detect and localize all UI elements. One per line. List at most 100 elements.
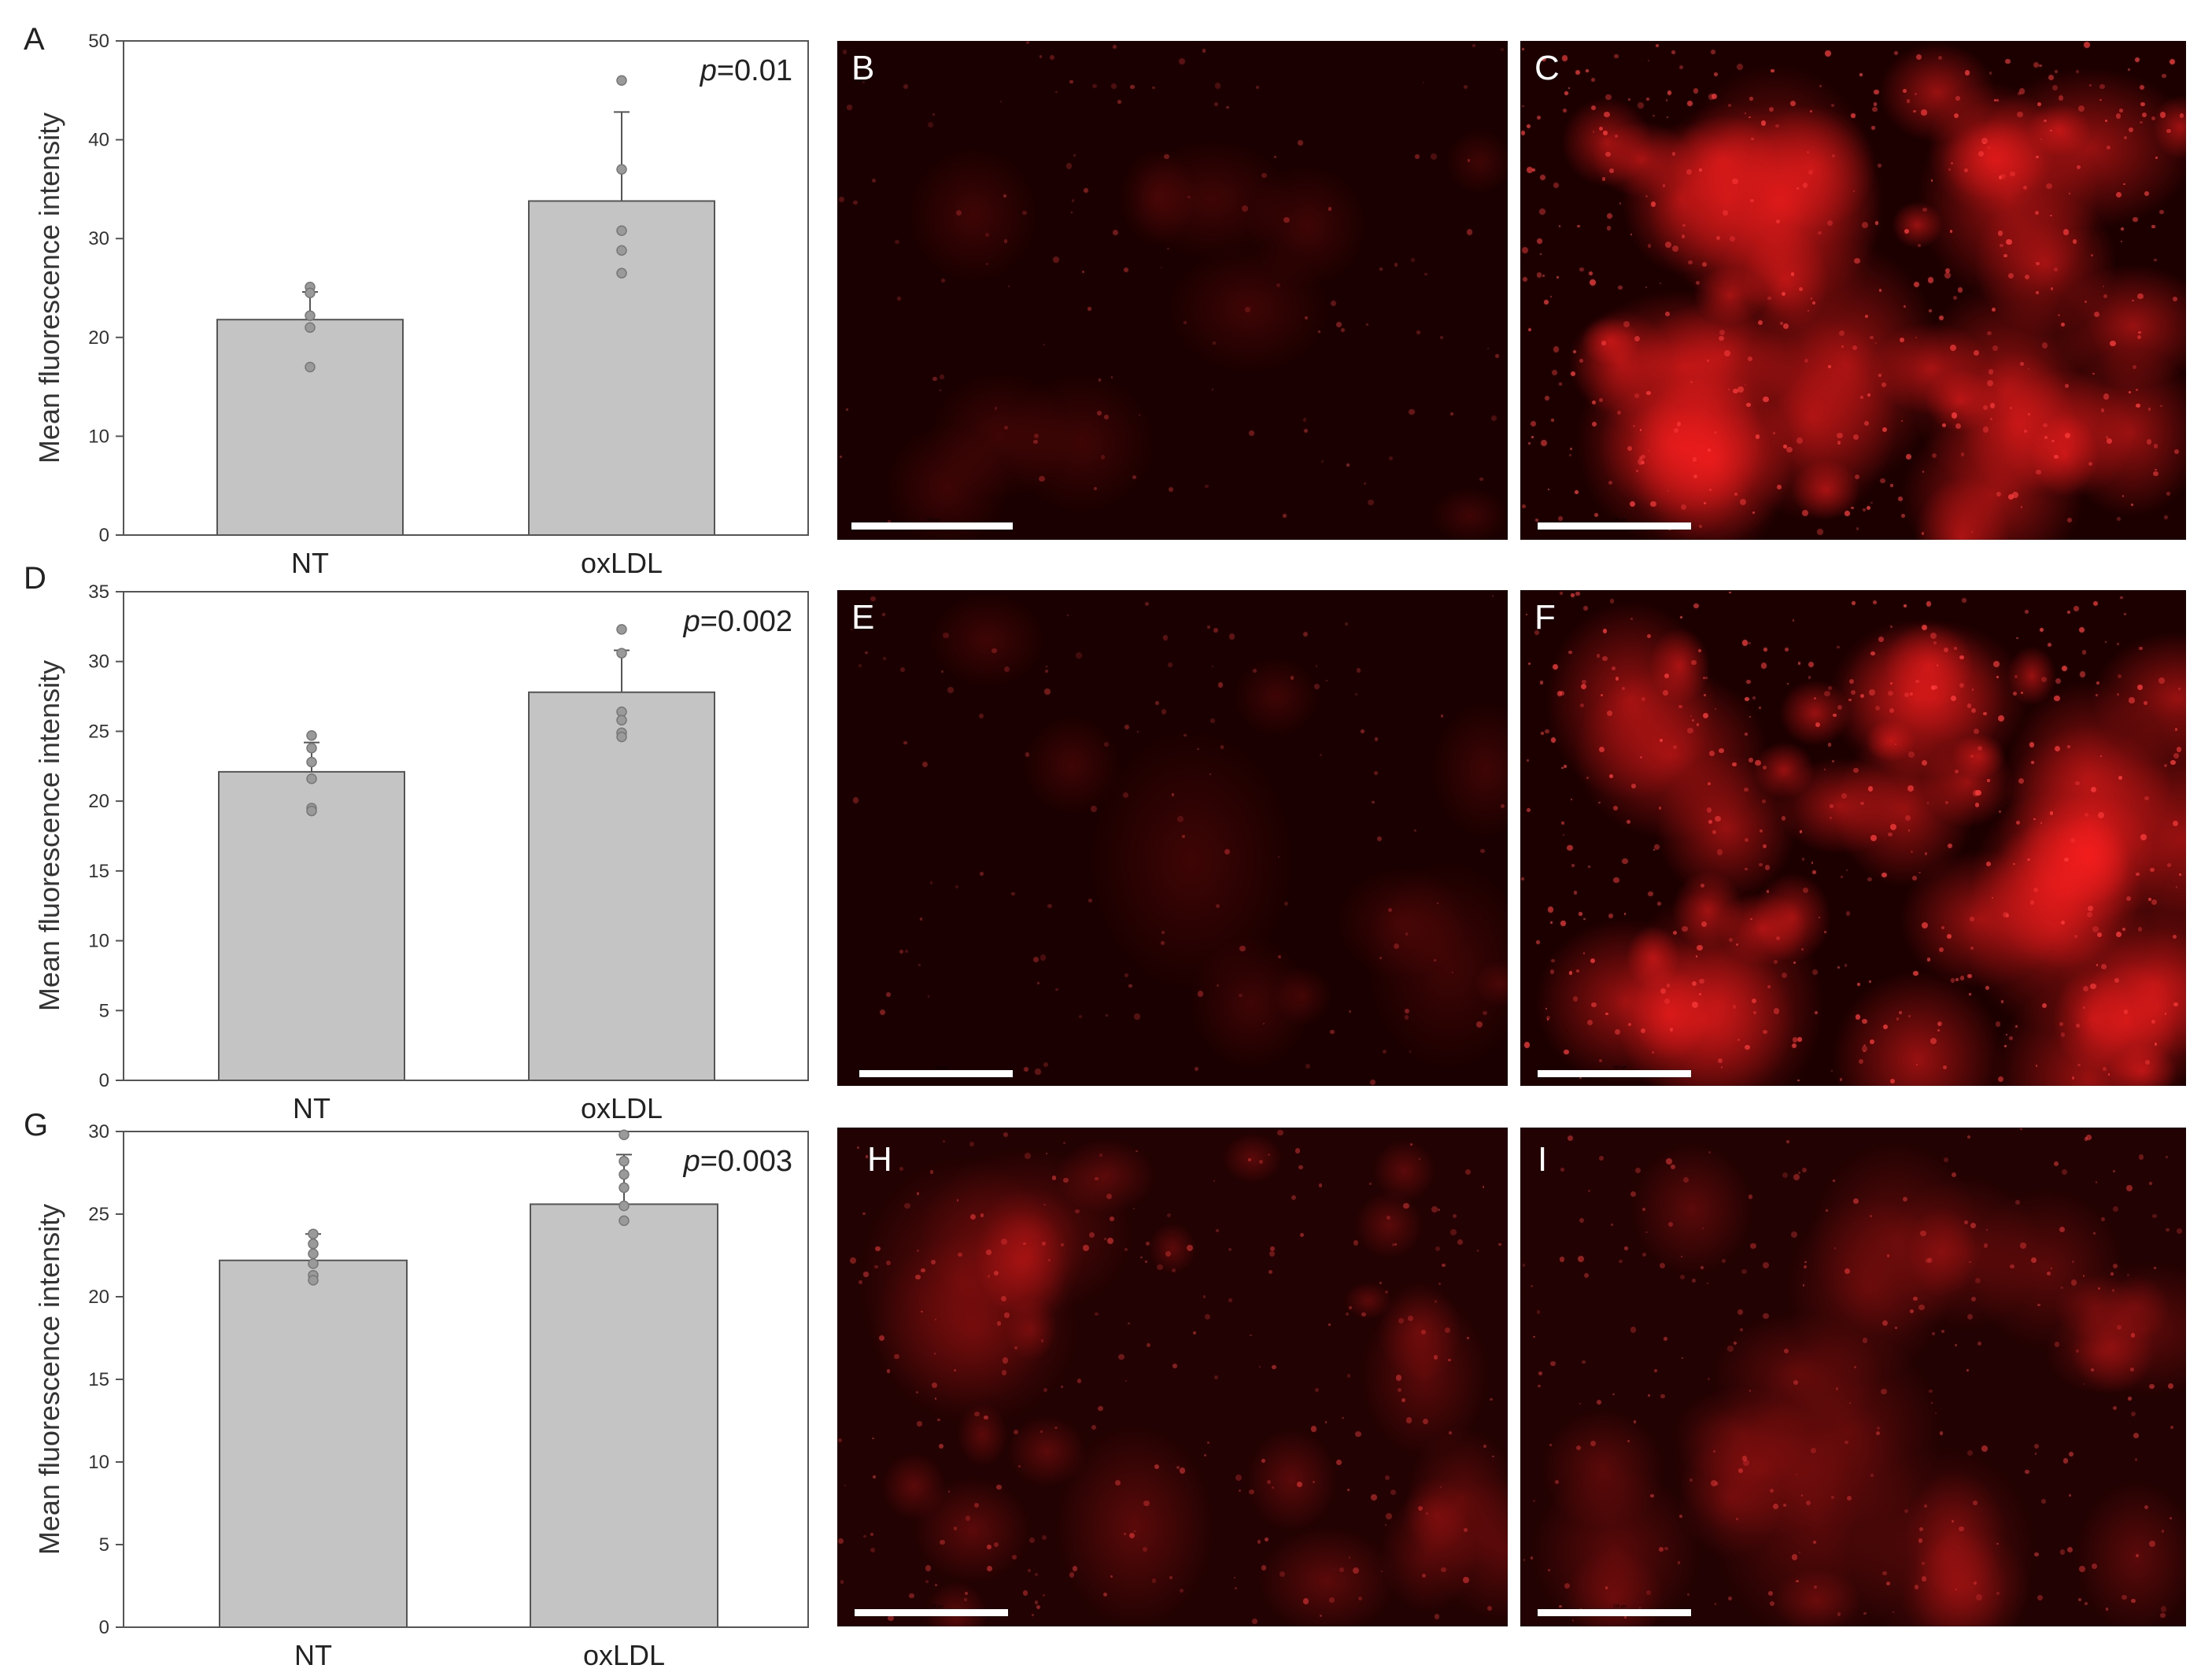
fluorescence-speck [1431,153,1437,161]
fluorescence-speck [1482,1186,1485,1188]
fluorescence-speck [1043,688,1051,696]
fluorescence-speck [2122,495,2125,497]
fluorescence-speck [2029,900,2035,905]
fluorescence-speck [1746,403,1751,408]
fluorescence-speck [2125,895,2132,901]
fluorescence-speck [2124,613,2126,615]
fluorescence-speck [2118,674,2122,679]
micrograph-i: I 100 μm [1520,1128,2186,1626]
fluorescence-speck [1166,247,1169,250]
fluorescence-speck [1467,159,1471,162]
fluorescence-speck [1671,1165,1676,1169]
fluorescence-speck [969,1142,974,1146]
fluorescence-speck [2153,1266,2156,1269]
fluorescence-speck [1000,1295,1006,1302]
data-point [308,1228,319,1239]
fluorescence-speck [1873,102,1878,107]
fluorescence-speck [1933,641,1937,645]
fluorescence-speck [1438,1283,1441,1285]
fluorescence-speck [1167,1213,1171,1217]
fluorescence-speck [1639,429,1642,432]
fluorescence-speck [1522,247,1528,254]
fluorescence-speck [1033,440,1038,445]
fluorescence-speck [1678,1561,1681,1564]
fluorescence-speck [2125,1184,2133,1191]
fluorescence-speck [1425,1512,1428,1515]
fluorescence-speck [1522,105,1524,107]
fluorescence-speck [1970,754,1974,759]
fluorescence-speck [1558,382,1562,386]
fluorescence-speck [899,950,904,954]
fluorescence-speck [2155,157,2158,160]
fluorescence-speck [1645,286,1647,289]
fluorescence-speck [1314,684,1320,690]
fluorescence-speck [2122,927,2125,931]
data-point [305,310,316,321]
fluorescence-speck [978,714,984,719]
fluorescence-speck [1700,1265,1704,1269]
fluorescence-speck [1235,1587,1238,1589]
fluorescence-speck [1983,711,1987,715]
fluorescence-speck [2120,596,2123,600]
fluorescence-speck [1228,633,1235,640]
fluorescence-speck [1955,978,1959,982]
fluorescence-speck [1050,55,1055,61]
fluorescence-speck [1837,441,1841,445]
fluorescence-speck [842,50,848,55]
fluorescence-speck [2019,362,2025,367]
fluorescence-speck [2176,1227,2183,1235]
fluorescence-speck [1045,670,1048,674]
fluorescence-speck [1329,1029,1335,1035]
fluorescence-speck [1745,696,1749,702]
fluorescence-speck [2097,1287,2101,1290]
fluorescence-speck [1869,1214,1872,1217]
fluorescence-speck [1837,966,1841,969]
fluorescence-speck [1863,1043,1867,1047]
fluorescence-speck [1398,1317,1405,1323]
fluorescence-speck [2084,1136,2088,1141]
fluorescence-speck [1762,766,1767,770]
fluorescence-speck [1736,943,1739,947]
fluorescence-speck [2081,650,2087,655]
fluorescence-speck [1224,848,1231,855]
fluorescence-speck [1783,1503,1787,1507]
fluorescence-speck [1982,426,1989,433]
fluorescence-speck [2033,1444,2039,1449]
fluorescence-speck [1542,274,1545,277]
fluorescence-speck [1553,183,1559,189]
fluorescence-speck [1557,691,1563,696]
fluorescence-speck [875,1246,881,1251]
fluorescence-speck [1551,369,1557,376]
fluorescence-speck [1808,676,1811,679]
fluorescence-speck [1154,1464,1160,1470]
fluorescence-speck [1784,1348,1789,1353]
fluorescence-speck [1921,922,1928,928]
fluorescence-speck [941,670,944,674]
fluorescence-speck [1000,1239,1007,1246]
fluorescence-speck [1867,393,1871,397]
fluorescence-region [1907,1206,1978,1298]
fluorescence-speck [1002,1370,1007,1375]
fluorescence-speck [1767,1590,1773,1596]
fluorescence-speck [1747,356,1753,362]
fluorescence-speck [2076,1024,2080,1028]
fluorescence-speck [2164,764,2168,767]
data-point [305,322,316,333]
fluorescence-speck [1856,527,1859,530]
fluorescence-speck [2062,1169,2068,1175]
fluorescence-speck [1559,1257,1565,1262]
fluorescence-speck [1692,719,1695,722]
fluorescence-speck [1846,1495,1852,1501]
fluorescence-speck [1973,790,1979,796]
fluorescence-speck [1053,257,1059,264]
fluorescence-speck [1434,959,1436,962]
fluorescence-speck [1066,614,1069,617]
fluorescence-region [1672,1400,1852,1538]
fluorescence-speck [1539,253,1542,255]
fluorescence-speck [1098,1405,1103,1412]
fluorescence-speck [1819,916,1821,918]
fluorescence-speck [2050,129,2052,132]
fluorescence-region [1924,369,1996,432]
fluorescence-speck [1986,379,1993,386]
fluorescence-speck [1522,277,1527,282]
